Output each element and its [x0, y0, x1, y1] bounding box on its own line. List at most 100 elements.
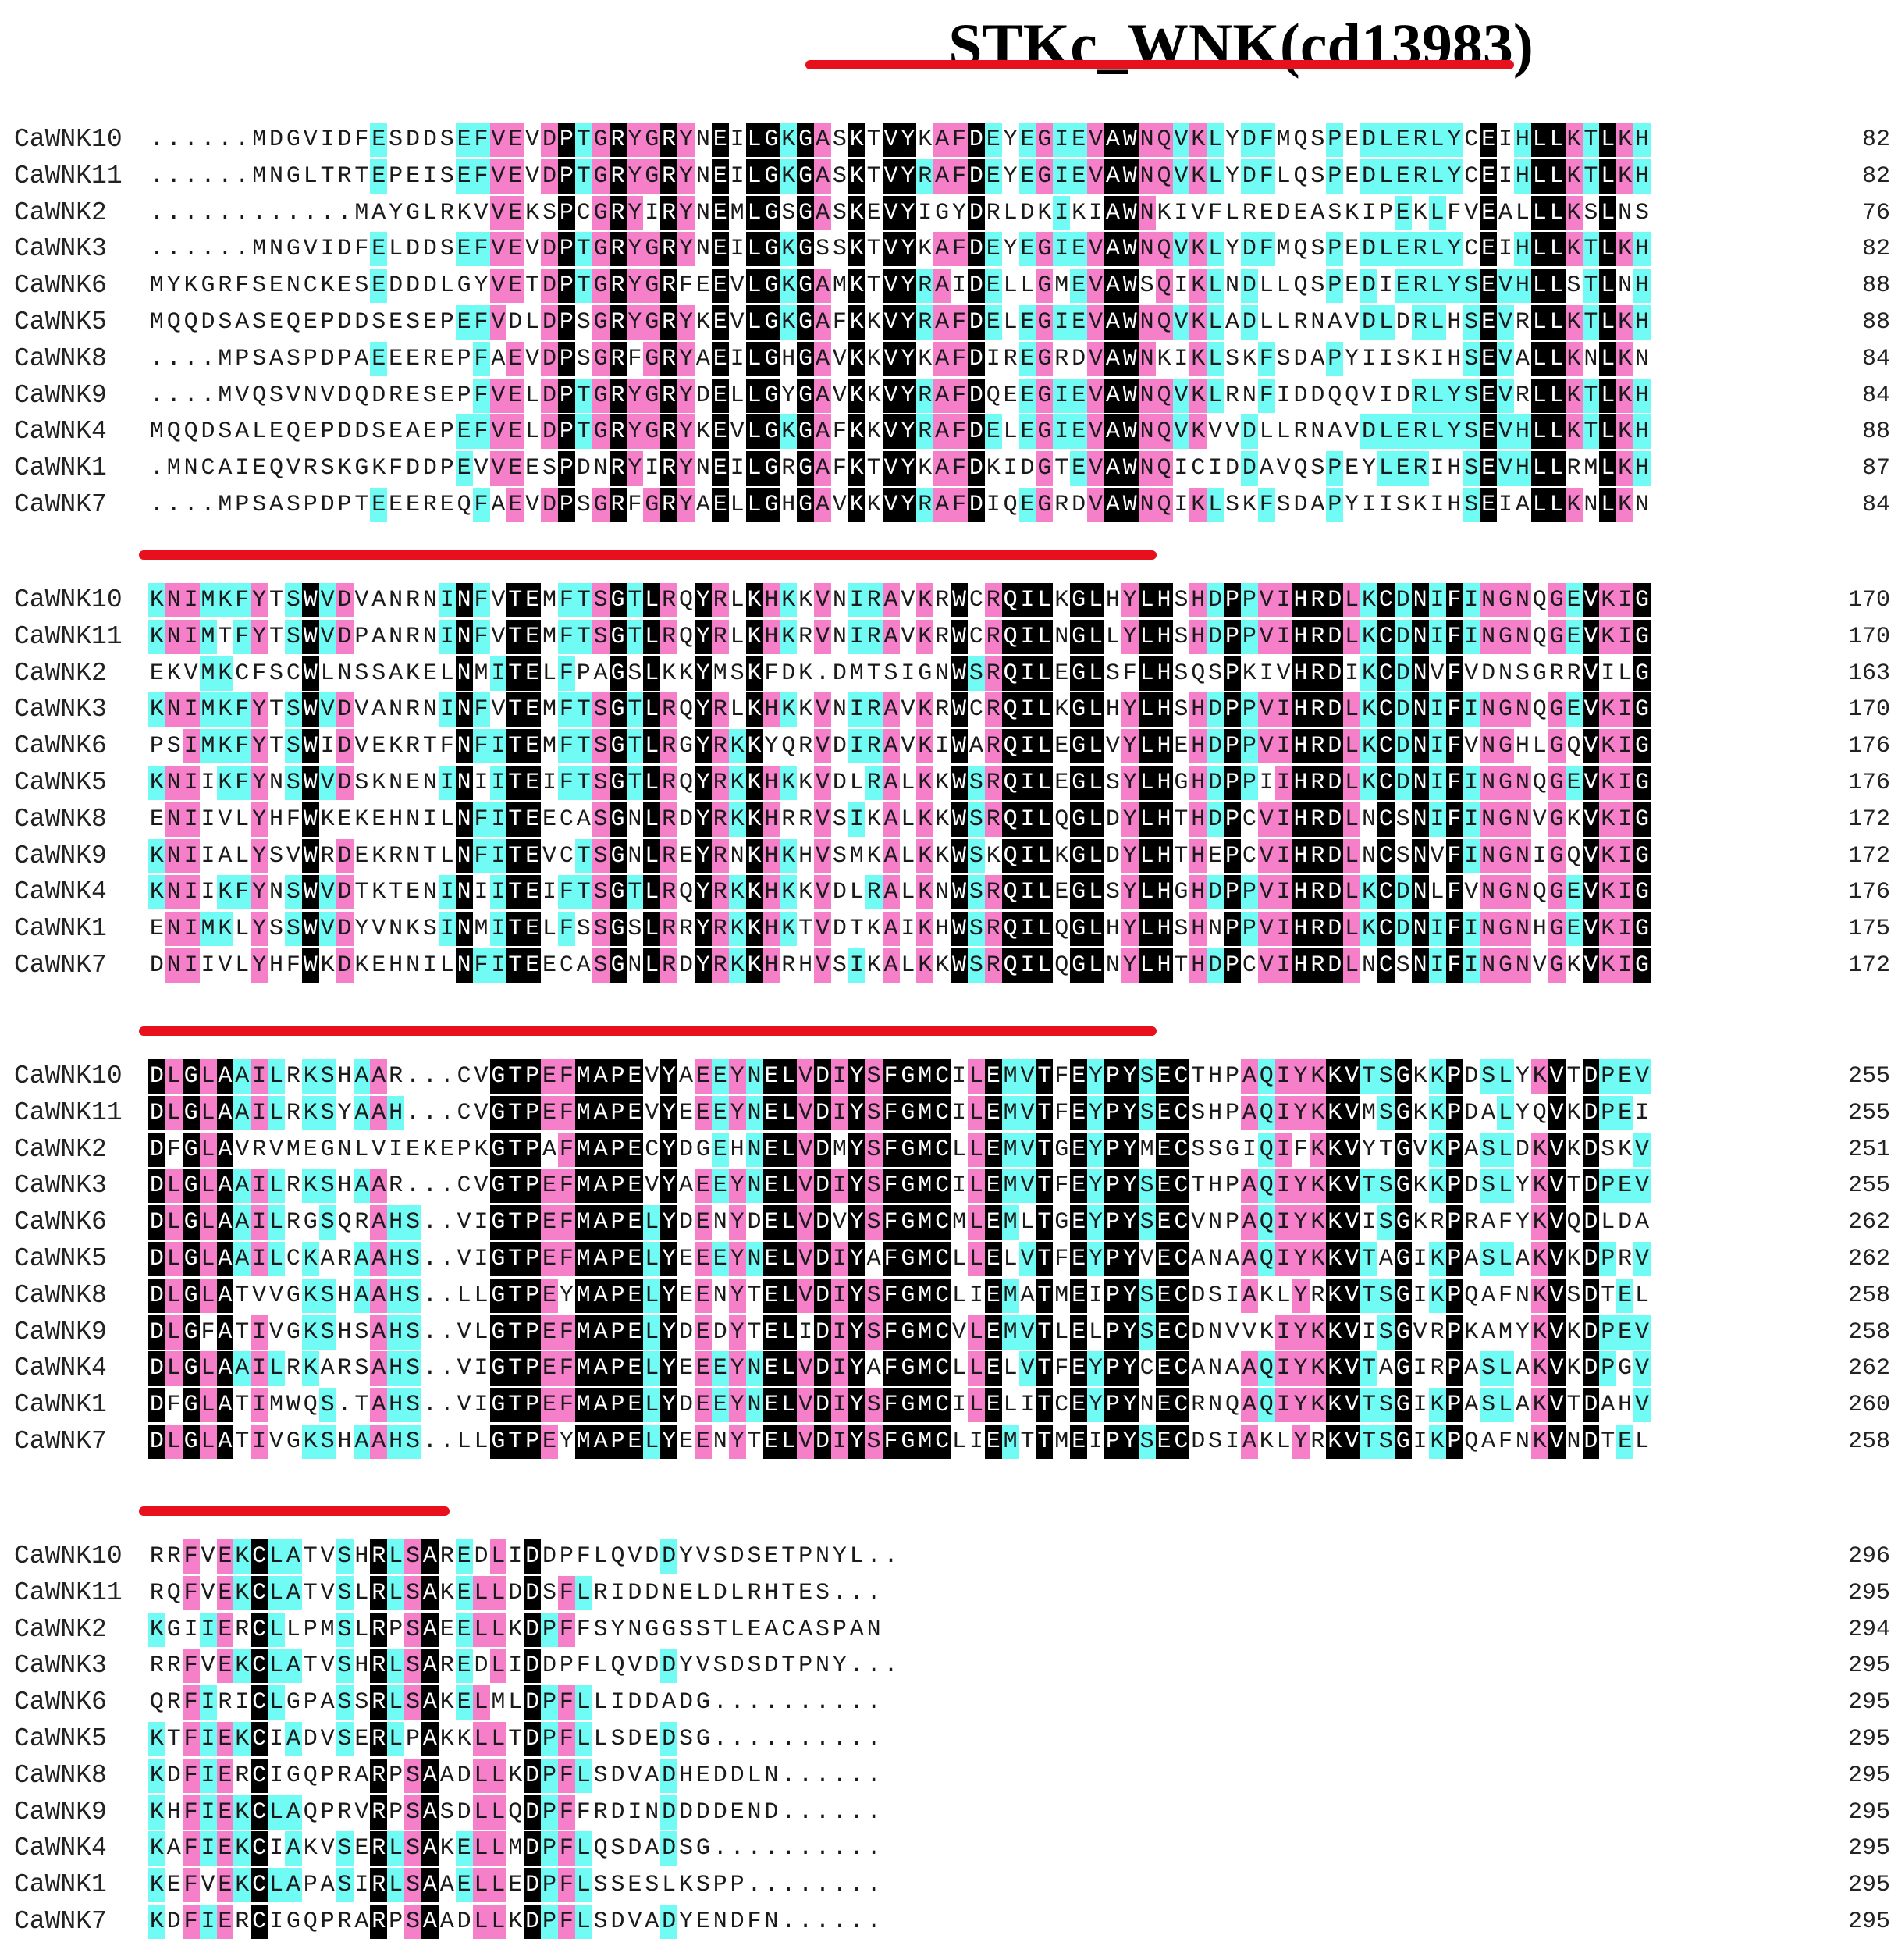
residue: A — [371, 199, 386, 226]
residue: F — [882, 1242, 900, 1276]
residue: E — [1394, 451, 1412, 486]
residue: I — [1259, 660, 1274, 687]
residue: K — [1530, 1314, 1548, 1350]
residue: F — [832, 309, 847, 336]
sequence-name: CaWNK1 — [14, 454, 107, 483]
residue: . — [149, 126, 164, 153]
residue: L — [901, 842, 915, 870]
residue: F — [354, 236, 369, 263]
residue: R — [370, 1795, 388, 1830]
residue: K — [848, 488, 865, 522]
residue: H — [354, 1543, 369, 1570]
residue: P — [524, 1351, 542, 1386]
residue: Y — [695, 802, 712, 837]
residue: . — [422, 1099, 437, 1126]
residue: L — [235, 842, 250, 870]
residue: F — [558, 1388, 575, 1423]
residue: L — [1497, 1095, 1514, 1130]
residue: G — [1497, 619, 1514, 654]
residue: K — [389, 733, 403, 760]
residue: E — [1345, 272, 1360, 300]
residue: K — [1428, 1132, 1446, 1167]
residue: K — [216, 729, 234, 764]
residue-position: 255 — [1847, 1172, 1890, 1200]
residue: S — [816, 1616, 830, 1643]
residue: F — [882, 1425, 900, 1459]
residue: T — [506, 1132, 524, 1167]
residue: Y — [677, 123, 695, 157]
residue: R — [916, 305, 934, 340]
residue: V — [1633, 1351, 1651, 1386]
residue: G — [643, 232, 661, 267]
residue: G — [1548, 729, 1566, 764]
residue: H — [762, 619, 780, 654]
residue: K — [1157, 345, 1171, 372]
residue: D — [679, 1209, 694, 1236]
residue: E — [711, 195, 729, 230]
residue: S — [336, 1575, 354, 1610]
residue: Y — [626, 378, 644, 413]
residue: K — [1428, 1095, 1446, 1130]
residue: K — [1309, 1059, 1327, 1094]
residue: M — [252, 162, 267, 190]
residue: S — [865, 1205, 883, 1240]
residue: E — [455, 123, 473, 157]
residue: D — [747, 1209, 762, 1236]
residue: R — [984, 912, 1002, 947]
residue: Q — [1155, 158, 1173, 194]
residue: D — [457, 1762, 471, 1789]
residue: D — [524, 1722, 542, 1756]
residue: Y — [899, 378, 917, 413]
residue: N — [455, 729, 473, 764]
residue: D — [814, 1205, 831, 1240]
residue: Y — [677, 195, 695, 230]
residue: V — [814, 729, 831, 764]
residue: L — [745, 451, 763, 486]
residue: Y — [251, 583, 268, 617]
residue: K — [780, 583, 798, 617]
residue: S — [832, 842, 847, 870]
residue: Q — [286, 418, 300, 446]
residue: H — [1447, 309, 1462, 336]
residue: A — [216, 1242, 234, 1276]
residue: L — [387, 1722, 405, 1756]
residue: V — [797, 1132, 815, 1167]
residue: G — [303, 1209, 318, 1236]
residue: S — [1463, 305, 1480, 340]
residue: Q — [1155, 269, 1173, 304]
residue: . — [422, 1282, 437, 1309]
residue: H — [1208, 1172, 1223, 1200]
residue: D — [508, 309, 523, 336]
residue: P — [609, 1242, 627, 1276]
residue: I — [952, 1099, 967, 1126]
residue: G — [1548, 692, 1566, 727]
residue: S — [252, 272, 267, 300]
residue: E — [711, 158, 729, 194]
residue: W — [951, 912, 968, 947]
residue: Q — [1532, 623, 1547, 650]
residue: N — [745, 1388, 763, 1423]
residue: . — [183, 162, 198, 190]
residue: L — [901, 952, 915, 979]
residue: . — [422, 1355, 437, 1382]
residue: L — [1530, 232, 1548, 267]
residue: S — [730, 660, 745, 687]
residue: I — [1463, 619, 1480, 654]
residue: N — [1362, 806, 1377, 833]
residue: M — [542, 733, 557, 760]
residue: I — [969, 1282, 983, 1309]
residue: P — [558, 378, 575, 413]
residue: D — [337, 236, 352, 263]
residue: E — [984, 1425, 1002, 1459]
sequence-name: CaWNK3 — [14, 234, 107, 264]
residue: R — [660, 158, 678, 194]
residue: D — [814, 1425, 831, 1459]
residue-position: 262 — [1847, 1355, 1890, 1382]
residue: L — [968, 1095, 985, 1130]
residue: D — [627, 1835, 642, 1862]
residue: I — [1225, 1282, 1240, 1309]
sequence-row: CaWNK11...... M N G L T R T E P E I S E F V E V D P T G R Y G R Y N… — [0, 158, 1898, 194]
residue: L — [1089, 1318, 1104, 1346]
residue: M — [252, 126, 267, 153]
